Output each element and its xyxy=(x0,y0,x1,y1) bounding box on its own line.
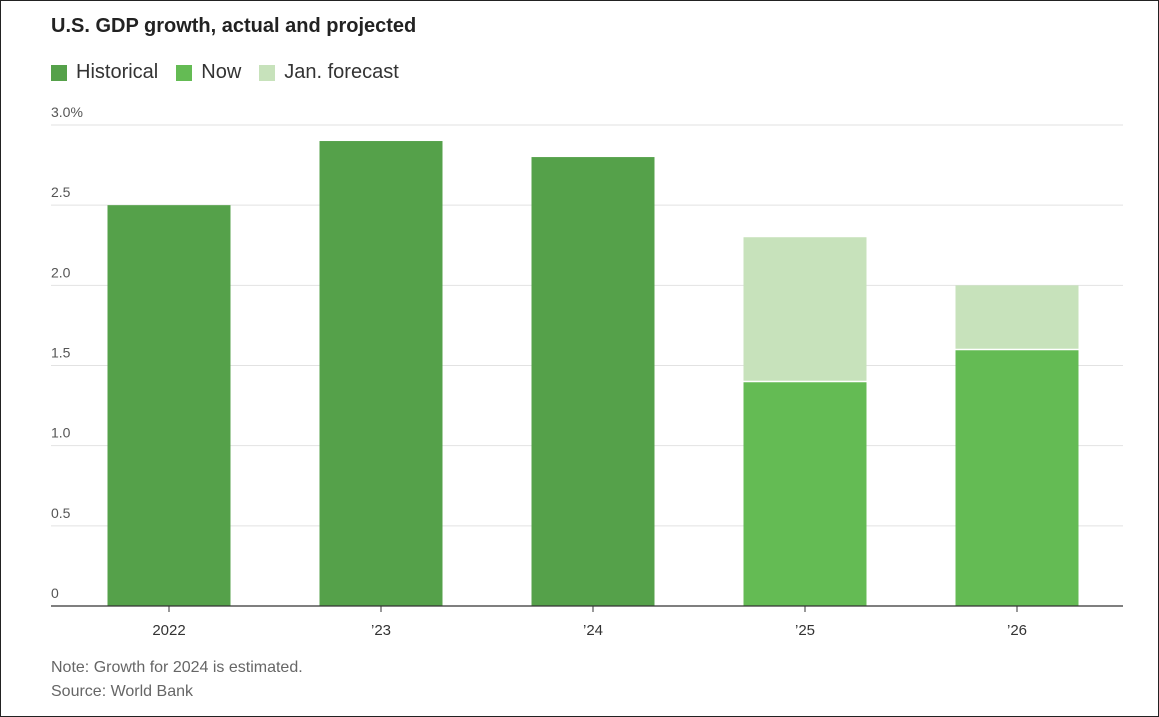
footnote: Note: Growth for 2024 is estimated. Sour… xyxy=(51,656,303,704)
y-tick-label: 0 xyxy=(51,585,59,601)
bar-historical xyxy=(531,157,655,607)
legend-swatch-now xyxy=(176,64,193,81)
y-tick-label: 1.0 xyxy=(51,425,71,441)
y-tick-label: 2.0 xyxy=(51,264,71,280)
legend-item-historical: Historical xyxy=(51,61,158,84)
bar-historical xyxy=(319,141,443,607)
legend-label-historical: Historical xyxy=(76,61,159,83)
x-tick-label: ’23 xyxy=(371,622,391,639)
bar-historical xyxy=(107,205,231,606)
x-tick-label: ’26 xyxy=(1007,622,1027,639)
bar-now xyxy=(743,381,867,606)
note-text: Note: Growth for 2024 is estimated. xyxy=(51,659,303,676)
x-tick-label: ’25 xyxy=(795,622,815,639)
bar-now xyxy=(955,349,1079,606)
legend-swatch-jan-forecast xyxy=(259,64,276,81)
x-tick-label: ’24 xyxy=(583,622,603,639)
source-text: Source: World Bank xyxy=(51,683,193,700)
x-tick-label: 2022 xyxy=(152,622,185,639)
legend-label-now: Now xyxy=(201,61,242,83)
chart-title: U.S. GDP growth, actual and projected xyxy=(51,15,417,37)
y-tick-label: 3.0% xyxy=(51,104,83,120)
y-tick-label: 0.5 xyxy=(51,505,71,521)
legend: Historical Now Jan. forecast xyxy=(51,61,399,84)
y-tick-label: 2.5 xyxy=(51,184,71,200)
legend-item-jan-forecast: Jan. forecast xyxy=(259,61,399,84)
legend-swatch-historical xyxy=(51,64,67,81)
legend-label-jan-forecast: Jan. forecast xyxy=(284,61,399,83)
legend-item-now: Now xyxy=(176,61,241,84)
y-tick-label: 1.5 xyxy=(51,345,71,361)
